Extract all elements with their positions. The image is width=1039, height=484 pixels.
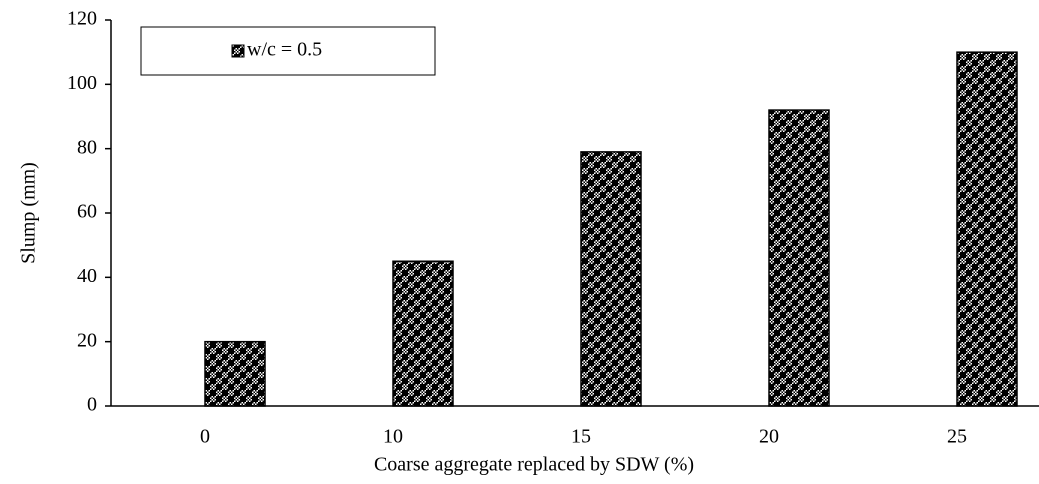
x-tick-label: 0	[200, 426, 210, 448]
legend-label: w/c = 0.5	[247, 39, 322, 61]
legend-box	[140, 26, 436, 76]
y-tick-label: 80	[77, 136, 97, 158]
bar	[204, 340, 266, 407]
y-axis-label: Slump (mm)	[18, 162, 40, 264]
bar	[768, 109, 830, 407]
legend-swatch	[231, 44, 245, 58]
bar	[956, 51, 1018, 407]
bar	[392, 260, 454, 407]
y-tick-label: 60	[77, 201, 97, 223]
y-tick-label: 20	[77, 329, 97, 351]
x-axis-label: Coarse aggregate replaced by SDW (%)	[374, 454, 694, 476]
x-tick-label: 15	[571, 426, 591, 448]
bar	[580, 151, 642, 407]
y-tick-label: 0	[87, 394, 97, 416]
x-tick-label: 25	[947, 426, 967, 448]
x-tick-label: 20	[759, 426, 779, 448]
x-tick-label: 10	[383, 426, 403, 448]
y-tick-label: 120	[67, 8, 97, 30]
y-tick-label: 40	[77, 265, 97, 287]
y-tick-label: 100	[67, 72, 97, 94]
